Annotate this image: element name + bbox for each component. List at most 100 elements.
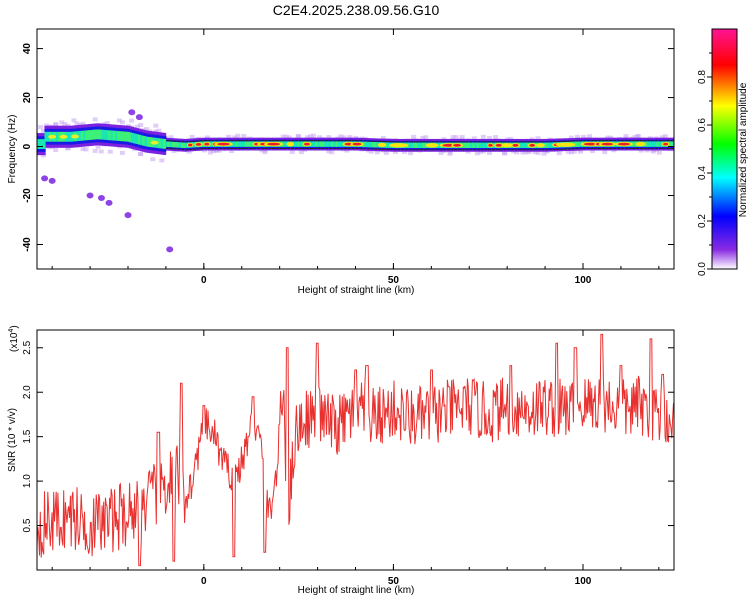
spectrogram-hotspot [150, 140, 159, 145]
snr-scale-label: (x104) [8, 325, 20, 352]
spectrogram-scatter-point [97, 194, 105, 201]
colorbar-gradient [711, 28, 738, 270]
spectrogram-ytick-label: 40 [22, 43, 33, 55]
spectrogram-ridge-edge [537, 149, 541, 151]
spectrogram-ridge-edge [378, 148, 382, 150]
spectrogram-ridge-edge [165, 140, 169, 142]
spectrogram-hotspot-peak [204, 142, 210, 146]
spectrogram-core-cell [128, 132, 133, 143]
spectrogram-core-cell [108, 130, 112, 141]
spectrogram-core-cell [246, 141, 251, 147]
spectrogram-ridge-edge [404, 141, 408, 143]
spectrogram-ridge-edge [374, 140, 378, 142]
spectrogram-scatter-point [124, 212, 132, 219]
spectrogram-halo-cell [447, 150, 453, 155]
spectrogram-ridge-edge [484, 149, 488, 151]
spectrogram-halo-cell [44, 123, 50, 128]
spectrogram-ridge-edge [651, 148, 655, 150]
spectrogram-ridge-edge [499, 149, 503, 151]
spectrogram-core-cell [110, 130, 114, 141]
spectrogram-halo-cell [638, 148, 644, 153]
spectrogram-halo-cell [408, 151, 414, 156]
spectrogram-ridge-edge [457, 141, 461, 143]
spectrogram-core-cell [167, 141, 171, 147]
spectrogram-core-cell [140, 135, 144, 146]
snr-frame [36, 329, 675, 571]
snr-xtick-label: 50 [388, 576, 400, 587]
spectrogram-ridge-edge [351, 140, 355, 142]
spectrogram-ridge-edge [492, 149, 495, 151]
spectrogram-core-cell [142, 135, 146, 146]
spectrogram-core-cell [133, 133, 137, 144]
spectrogram-halo-cell [577, 149, 583, 154]
spectrogram-halo-cell [329, 150, 335, 155]
spectrogram-ridge-edge [666, 148, 670, 150]
spectrogram-scatter-point [166, 246, 174, 253]
spectrogram-ridge-edge [598, 140, 602, 142]
spectrogram-ridge-edge [215, 148, 219, 150]
spectrogram-ridge-edge [507, 141, 511, 143]
spectrogram-ridge-edge [279, 148, 283, 150]
spectrogram-core-cell [39, 139, 44, 149]
spectrogram-ridge-edge [636, 140, 640, 142]
spectrogram-hotspot-peak [303, 142, 311, 146]
snr-ylabel: SNR (10 * v/v) [7, 408, 18, 472]
spectrogram-ridge-edge [264, 140, 268, 142]
spectrogram-ridge-edge [302, 140, 306, 142]
spectrogram-core-cell [476, 142, 481, 149]
spectrogram-core-cell [158, 138, 162, 149]
spectrogram-core-cell [545, 142, 549, 148]
spectrogram-ridge-edge [583, 148, 586, 150]
spectrogram-core-cell [469, 142, 474, 149]
spectrogram-ridge-edge [643, 140, 647, 142]
spectrogram-ridge-edge [332, 148, 336, 150]
spectrogram-core-cell [365, 141, 369, 148]
spectrogram-hotspot [59, 134, 68, 139]
spectrogram-ridge-edge [469, 149, 473, 151]
spectrogram-ridge-edge [177, 140, 181, 142]
spectrogram-core-cell [374, 142, 378, 148]
spectrogram-core-cell [337, 141, 342, 147]
spectrogram-core-cell [67, 131, 71, 142]
spectrogram-core-cell [315, 141, 319, 147]
spectrogram-ridge-edge [624, 148, 628, 150]
spectrogram-ridge-edge [230, 140, 234, 142]
spectrogram-ridge-edge [442, 141, 446, 143]
spectrogram-ridge-edge [408, 149, 412, 151]
spectrogram-core-cell [310, 141, 315, 147]
spectrogram-ridge-edge [575, 140, 579, 142]
spectrogram-core-cell [162, 139, 167, 149]
spectrogram-ridge-edge [196, 148, 200, 150]
spectrogram-ridge-edge [268, 140, 272, 142]
spectrogram-ridge-edge [241, 140, 245, 142]
spectrogram-core-cell [117, 131, 121, 141]
spectrogram-hotspot-peak [267, 142, 281, 146]
spectrogram-ridge-edge [435, 149, 439, 151]
spectrogram-halo-cell [459, 135, 465, 140]
spectrogram-ridge-edge [294, 140, 298, 142]
spectrogram-ridge-edge [272, 140, 276, 142]
spectrogram-ridge-edge [310, 148, 313, 150]
spectrogram-core-cell [328, 141, 333, 147]
colorbar-tick-label: 0.0 [697, 262, 708, 276]
spectrogram-ridge-edge [184, 141, 188, 143]
spectrogram-ridge-edge [169, 148, 173, 150]
spectrogram-ridge-edge [344, 140, 348, 142]
spectrogram-core-cell [94, 129, 98, 140]
spectrogram-core-cell [99, 129, 103, 140]
spectrogram-ridge-edge [632, 140, 636, 142]
spectrogram-halo-cell [80, 121, 86, 126]
spectrogram-ridge-edge [279, 140, 283, 142]
spectrogram-halo-cell [623, 134, 629, 139]
spectrogram-ridge-edge [340, 140, 344, 142]
spectrogram-ridge-edge [628, 140, 632, 142]
spectrogram-ridge-edge [427, 149, 431, 151]
snr-ytick-label: 2.5 [22, 340, 33, 354]
spectrogram-ridge-edge [658, 148, 662, 150]
spectrogram-ridge-edge [215, 140, 219, 142]
spectrogram-core-cell [55, 131, 60, 142]
spectrogram-ridge-edge [605, 148, 609, 150]
spectrogram-ridge-edge [382, 141, 386, 143]
spectrogram-halo-cell [107, 149, 113, 154]
spectrogram-halo-cell [662, 134, 668, 139]
